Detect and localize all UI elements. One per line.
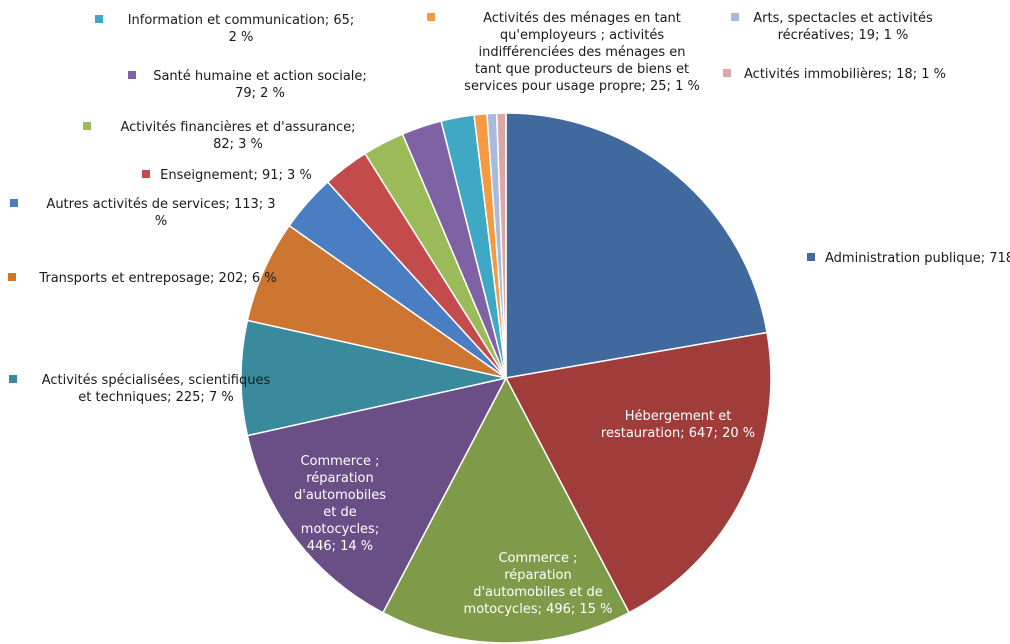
pie-slice [240, 319, 507, 437]
legend-key-square [807, 253, 815, 261]
legend-key-square [83, 122, 91, 130]
slice-data-label: Commerce ; réparation d'automobiles et de mo… [294, 454, 386, 554]
pie-slice [505, 112, 768, 379]
legend-key-square [8, 273, 16, 281]
slice-data-label: Transports et entreposage; 202; 6 % [38, 271, 276, 286]
slice-data-label: Activités immobilières; 18; 1 % [744, 67, 946, 82]
data-labels: Administration publique; 718; 22 % Héberg… [38, 11, 1010, 617]
pie-slice [495, 112, 507, 379]
pie-slices [240, 112, 772, 644]
slice-data-label: Information et communication; 65; 2 % [128, 13, 355, 45]
pie-slice [381, 376, 631, 644]
legend-key-square [723, 69, 731, 77]
legend-key-square [427, 13, 435, 21]
pie-slice [246, 376, 508, 614]
slice-data-label: Activités spécialisées, scientifiques et … [42, 373, 271, 405]
legend-key-square [731, 13, 739, 21]
legend-key-square [128, 71, 136, 79]
slice-data-label: Enseignement; 91; 3 % [160, 168, 312, 183]
pie-slice [504, 331, 772, 614]
slice-data-label: Activités financières et d'assurance; 82;… [120, 120, 355, 152]
legend-key-square [9, 375, 17, 383]
slice-data-label: Santé humaine et action sociale; 79; 2 % [153, 69, 367, 101]
slice-data-label: Commerce ; réparation d'automobiles et de m… [464, 551, 613, 617]
slice-data-label: Hébergement et restauration; 647; 20 % [601, 409, 755, 441]
slice-data-label: Activités des ménages en tant qu'employeu… [464, 11, 700, 94]
slice-data-label: Administration publique; 718; 22 % [825, 251, 1010, 266]
legend-key-square [95, 15, 103, 23]
legend-key-square [142, 170, 150, 178]
slice-data-label: Autres activités de services; 113; 3% [46, 197, 275, 229]
label-keys [8, 13, 815, 383]
slice-data-label: Arts, spectacles et activités récréatives… [753, 11, 933, 43]
legend-key-square [10, 199, 18, 207]
